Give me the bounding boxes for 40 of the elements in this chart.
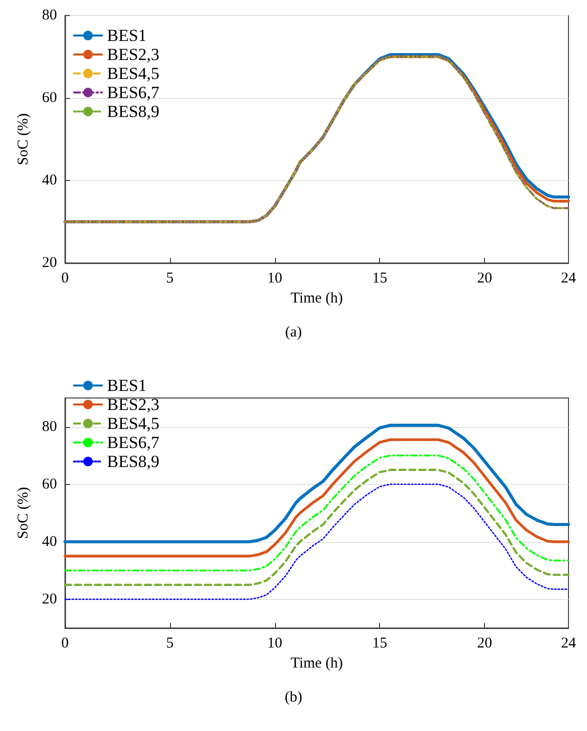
y-tick-label: 60 — [42, 90, 57, 106]
x-axis-title: Time (h) — [290, 290, 343, 306]
y-tick-label: 40 — [42, 534, 57, 550]
legend-label: BES6,7 — [107, 83, 160, 102]
text: (b) — [284, 690, 302, 706]
x-tick-label: 24 — [561, 636, 576, 652]
y-tick-label: 40 — [42, 172, 57, 188]
line-series — [64, 468, 570, 586]
legend-label: BES4,5 — [107, 64, 160, 83]
x-tick-label: 0 — [61, 270, 69, 286]
x-tick-label: 10 — [267, 270, 282, 286]
legend-label: BES1 — [107, 376, 147, 395]
text: (a) — [285, 324, 302, 340]
x-tick-label: 15 — [372, 636, 388, 652]
legend-label: BES8,9 — [107, 102, 160, 121]
legend-label: BES2,3 — [107, 45, 160, 64]
y-tick-label: 20 — [42, 591, 57, 608]
x-tick-label: 0 — [61, 636, 69, 652]
x-tick-label: 5 — [166, 636, 174, 652]
x-tick-label: 24 — [561, 270, 576, 286]
line-series — [64, 438, 570, 558]
legend-label: BES1 — [107, 26, 147, 45]
y-tick-label: 20 — [42, 255, 57, 271]
line-series — [64, 454, 570, 572]
y-tick-label: 80 — [42, 8, 57, 24]
x-tick-label: 20 — [477, 636, 492, 652]
line-series — [64, 484, 570, 600]
x-tick-label: 5 — [166, 270, 174, 286]
x-tick-label: 15 — [372, 270, 388, 286]
legend-label: BES8,9 — [107, 452, 160, 471]
x-tick-label: 10 — [267, 636, 282, 652]
y-tick-label: 60 — [42, 476, 57, 492]
y-tick-label: 80 — [42, 418, 57, 435]
x-axis-title: Time (h) — [290, 655, 343, 672]
y-axis-title: SoC (%) — [16, 486, 32, 540]
legend-label: BES6,7 — [107, 433, 160, 452]
y-axis-title: SoC (%) — [16, 113, 32, 166]
legend-label: BES2,3 — [107, 395, 160, 414]
x-tick-label: 20 — [477, 270, 492, 286]
legend-label: BES4,5 — [107, 414, 160, 433]
